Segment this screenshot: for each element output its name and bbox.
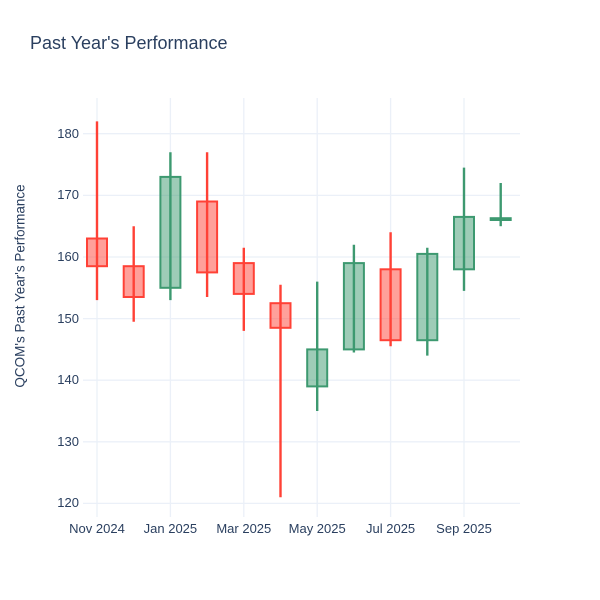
candle-sep-2025[interactable] [453, 167, 475, 291]
candle-body [379, 268, 402, 342]
candle-apr-2025[interactable] [269, 284, 292, 498]
candle-body [196, 200, 219, 274]
y-tick-label: 180 [57, 125, 79, 141]
y-tick-label: 120 [57, 495, 79, 511]
x-tick-label: Jan 2025 [143, 521, 198, 536]
candle-aug-2025[interactable] [416, 247, 439, 356]
candle-may-2025[interactable] [306, 281, 329, 411]
candle-body [342, 262, 365, 351]
gridlines [83, 98, 520, 517]
candle-body [159, 175, 182, 289]
y-tick-label: 130 [57, 433, 79, 449]
candle-body [122, 265, 145, 299]
candle-body [232, 262, 255, 295]
y-tick-label: 140 [57, 372, 79, 388]
chart-title: Past Year's Performance [30, 33, 228, 53]
candle-jan-2025[interactable] [159, 152, 182, 301]
y-tick-label: 170 [57, 187, 79, 203]
x-tick-label: Mar 2025 [216, 521, 272, 536]
candle-mar-2025[interactable] [232, 247, 255, 331]
x-tick-label: May 2025 [288, 521, 346, 536]
candle-jun-2025[interactable] [342, 244, 365, 353]
x-tick-label: Nov 2024 [69, 521, 125, 536]
candle-body [269, 302, 292, 329]
candle-body [86, 237, 108, 268]
candle-body [489, 217, 512, 221]
candle-dec-2024[interactable] [122, 226, 145, 322]
candle-body [416, 252, 439, 342]
x-tick-label: Jul 2025 [366, 521, 416, 536]
candle-nov-2024[interactable] [86, 121, 108, 301]
y-tick-label: 160 [57, 248, 79, 264]
candle-body [453, 215, 475, 271]
x-tick-label: Sep 2025 [436, 521, 492, 536]
candle-oct-2025[interactable] [489, 183, 512, 227]
candle-jul-2025[interactable] [379, 232, 402, 347]
candle-feb-2025[interactable] [196, 152, 219, 297]
y-tick-label: 150 [57, 310, 79, 326]
candle-body [306, 348, 329, 388]
